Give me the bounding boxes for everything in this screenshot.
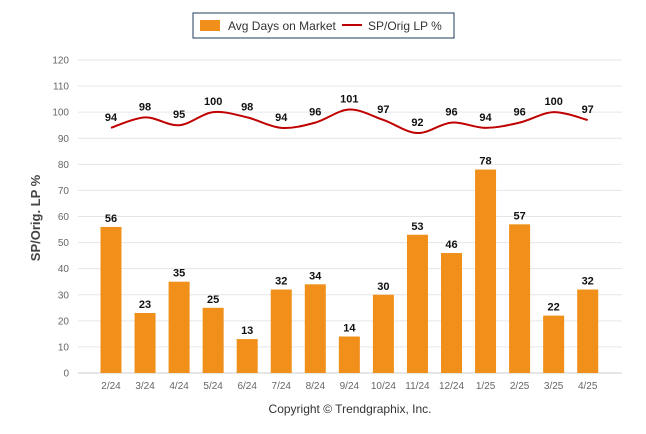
copyright-footer: Copyright © Trendgraphix, Inc. — [269, 402, 432, 416]
y-tick-label: 80 — [58, 160, 70, 171]
x-tick-label: 5/24 — [203, 381, 223, 392]
line-value-label: 94 — [275, 112, 288, 124]
x-tick-label: 10/24 — [371, 381, 396, 392]
y-tick-label: 40 — [58, 264, 70, 275]
y-tick-label: 100 — [52, 108, 69, 119]
bar — [270, 289, 292, 373]
x-tick-label: 6/24 — [237, 381, 257, 392]
bar-value-label: 34 — [309, 270, 322, 282]
y-axis-label: SP/Orig. LP % — [28, 174, 43, 261]
bar-value-label: 46 — [445, 239, 457, 251]
bar-value-label: 53 — [411, 221, 423, 233]
line-value-label: 95 — [173, 109, 185, 121]
legend-bar-label: Avg Days on Market — [228, 19, 336, 33]
y-axis-ticks: 0 10 20 30 40 50 60 70 80 90 100 110 120 — [52, 56, 69, 380]
line-path — [110, 108, 588, 135]
bar — [577, 289, 599, 373]
bar — [543, 315, 565, 373]
line-value-label: 96 — [445, 107, 457, 119]
x-tick-label: 4/25 — [578, 381, 598, 392]
bar-value-label: 78 — [479, 156, 491, 168]
y-tick-label: 120 — [52, 56, 69, 67]
legend: Avg Days on Market SP/Orig LP % — [192, 12, 455, 39]
line-value-label: 100 — [544, 96, 562, 108]
x-tick-label: 8/24 — [306, 381, 326, 392]
line-series — [110, 108, 588, 135]
bar — [509, 224, 531, 373]
line-value-label: 98 — [139, 101, 151, 113]
bar — [475, 169, 497, 373]
x-tick-label: 3/25 — [544, 381, 564, 392]
y-tick-label: 20 — [58, 316, 70, 327]
x-tick-label: 2/24 — [101, 381, 121, 392]
x-tick-label: 2/25 — [510, 381, 530, 392]
bar — [372, 294, 394, 373]
bar-value-label: 35 — [173, 268, 185, 280]
line-value-label: 100 — [204, 96, 222, 108]
line-value-label: 94 — [479, 112, 492, 124]
line-value-label: 97 — [582, 104, 594, 116]
y-tick-label: 10 — [58, 342, 70, 353]
line-value-label: 98 — [241, 101, 253, 113]
line-value-label: 101 — [340, 94, 358, 106]
bar-series — [100, 169, 599, 373]
bar — [168, 281, 190, 373]
bar-value-label: 30 — [377, 281, 389, 293]
line-value-label: 92 — [411, 117, 423, 129]
bar-value-label: 32 — [582, 276, 594, 288]
line-value-label: 97 — [377, 104, 389, 116]
bar-value-label: 23 — [139, 299, 151, 311]
legend-line-label: SP/Orig LP % — [368, 19, 442, 33]
bar-value-label: 22 — [548, 302, 560, 314]
bar-value-label: 56 — [105, 213, 117, 225]
y-tick-label: 60 — [58, 212, 70, 223]
bar — [304, 284, 326, 373]
bar — [236, 339, 258, 373]
bar-value-label: 32 — [275, 276, 287, 288]
x-tick-label: 11/24 — [405, 381, 430, 392]
y-tick-label: 50 — [58, 238, 70, 249]
bar — [100, 226, 122, 373]
y-tick-label: 70 — [58, 186, 70, 197]
data-labels: 56 23 35 25 13 32 34 14 30 53 46 78 57 22 32 94 98 95 100 9… — [105, 94, 594, 338]
y-tick-label: 90 — [58, 134, 70, 145]
y-tick-label: 30 — [58, 290, 70, 301]
bar — [441, 253, 462, 373]
x-tick-label: 7/24 — [272, 381, 292, 392]
bar — [338, 336, 360, 373]
bar-value-label: 57 — [513, 210, 525, 222]
bar-value-label: 13 — [241, 325, 253, 337]
line-value-label: 96 — [309, 107, 321, 119]
bar — [202, 307, 224, 373]
bar-value-label: 14 — [343, 322, 356, 334]
y-tick-label: 0 — [63, 369, 69, 380]
bar-value-label: 25 — [207, 294, 219, 306]
bar — [406, 234, 428, 373]
x-tick-label: 4/24 — [169, 381, 189, 392]
x-tick-label: 12/24 — [439, 381, 464, 392]
x-tick-label: 9/24 — [340, 381, 360, 392]
line-value-label: 96 — [513, 107, 525, 119]
legend-bar-swatch — [200, 20, 220, 31]
line-value-label: 94 — [105, 112, 118, 124]
y-tick-label: 110 — [53, 82, 69, 93]
x-tick-label: 1/25 — [476, 381, 496, 392]
legend-box — [192, 12, 455, 39]
bar — [134, 313, 156, 373]
x-axis-ticks: 2/24 3/24 4/24 5/24 6/24 7/24 8/24 9/24 10/24 11/… — [101, 381, 598, 392]
x-tick-label: 3/24 — [135, 381, 155, 392]
